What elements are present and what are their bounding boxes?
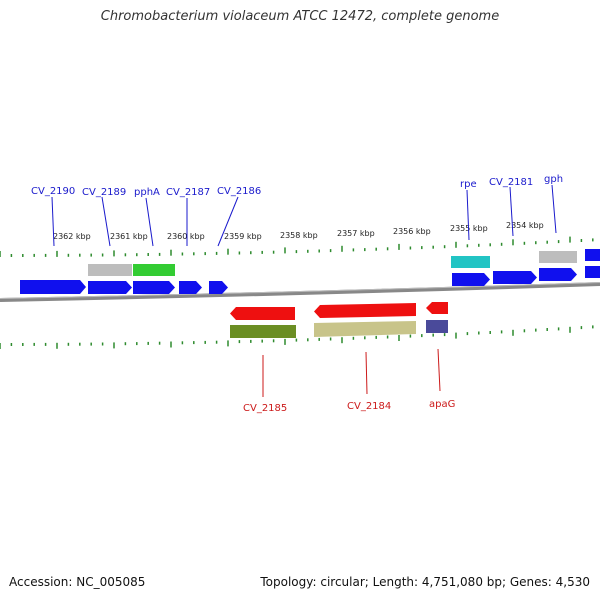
gene-CV_2189-lower[interactable]	[88, 281, 132, 294]
gene-edge-upper[interactable]	[585, 249, 600, 261]
leader-pphA	[145, 197, 154, 247]
label-rpe[interactable]: rpe	[460, 179, 477, 190]
ruler-ticks-top	[0, 236, 594, 257]
gene-rpe-lower[interactable]	[452, 273, 490, 286]
ruler-label-2358: 2358 kbp	[280, 231, 318, 240]
label-CV_2189[interactable]: CV_2189	[82, 187, 126, 198]
label-CV_2184[interactable]: CV_2184	[347, 401, 391, 412]
ruler-ticks-bottom	[0, 325, 594, 349]
gene-CV_2184-upper[interactable]	[314, 303, 416, 318]
gene-rpe-upper[interactable]	[451, 256, 490, 268]
leader-CV_2190	[51, 196, 55, 247]
gene-CV_2187[interactable]	[179, 281, 202, 294]
gene-CV_2185-lower[interactable]	[230, 325, 296, 338]
accession-text: Accession: NC_005085	[9, 575, 146, 589]
label-CV_2186[interactable]: CV_2186	[217, 186, 261, 197]
genome-backbone	[0, 282, 600, 302]
topology-text: Topology: circular; Length: 4,751,080 bp…	[260, 575, 590, 589]
ruler-label-2359: 2359 kbp	[224, 232, 262, 241]
gene-CV_2189-upper[interactable]	[88, 264, 132, 276]
label-pphA[interactable]: pphA	[134, 187, 160, 198]
label-CV_2185[interactable]: CV_2185	[243, 403, 287, 414]
leader-CV_2186	[217, 196, 239, 247]
gene-CV_2190[interactable]	[20, 280, 86, 294]
label-CV_2187[interactable]: CV_2187	[166, 187, 210, 198]
forward-genes-row1	[20, 266, 600, 294]
gene-CV_2184-lower[interactable]	[314, 321, 416, 337]
gene-gph-lower[interactable]	[539, 268, 577, 281]
forward-genes-row2	[88, 249, 600, 276]
leader-CV_2189	[101, 196, 111, 247]
ruler-label-2361: 2361 kbp	[110, 232, 148, 241]
label-CV_2181[interactable]: CV_2181	[489, 177, 533, 188]
ruler-label-2360: 2360 kbp	[167, 232, 205, 241]
label-CV_2190[interactable]: CV_2190	[31, 186, 75, 197]
gene-pphA-upper[interactable]	[133, 264, 175, 276]
leader-rpe	[466, 189, 470, 241]
reverse-genes-row1	[230, 302, 448, 320]
ruler-label-2354: 2354 kbp	[506, 221, 544, 230]
ruler-label-2357: 2357 kbp	[337, 229, 375, 238]
label-apaG[interactable]: apaG	[429, 399, 455, 410]
leader-apaG	[437, 348, 441, 392]
gene-apaG-lower[interactable]	[426, 320, 448, 333]
gene-apaG-upper[interactable]	[426, 302, 448, 314]
leader-CV_2181	[509, 186, 514, 237]
ruler-label-2356: 2356 kbp	[393, 227, 431, 236]
gene-gph-upper[interactable]	[539, 251, 577, 263]
gene-CV_2181[interactable]	[493, 271, 537, 284]
reverse-genes-row2	[230, 320, 448, 338]
map-title: Chromobacterium violaceum ATCC 12472, co…	[100, 9, 500, 24]
label-gph[interactable]: gph	[544, 174, 563, 185]
gene-CV_2185-upper[interactable]	[230, 307, 295, 320]
gene-pphA-lower[interactable]	[133, 281, 175, 294]
ruler-label-2362: 2362 kbp	[53, 232, 91, 241]
gene-CV_2186[interactable]	[209, 281, 228, 294]
leader-gph	[551, 184, 557, 234]
leader-CV_2184	[365, 351, 368, 395]
gene-edge-lower[interactable]	[585, 266, 600, 278]
